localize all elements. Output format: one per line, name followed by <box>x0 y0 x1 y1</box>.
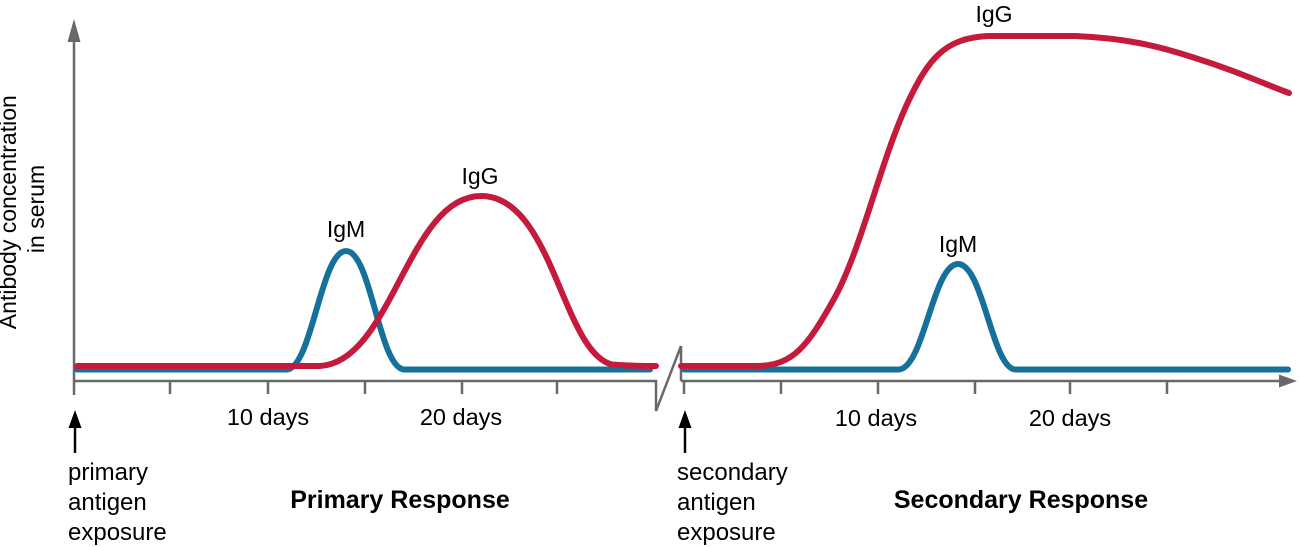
igm-label-secondary: IgM <box>939 231 977 257</box>
secondary-exposure-label: secondary antigen exposure <box>677 459 794 546</box>
panel-title-secondary: Secondary Response <box>894 486 1148 514</box>
secondary-exposure-line2: antigen <box>677 489 756 516</box>
igm-curve-primary <box>74 248 653 373</box>
secondary-exposure-line1: secondary <box>677 459 788 486</box>
axis-break-slash <box>654 345 683 412</box>
igm-label-primary: IgM <box>327 216 365 242</box>
igm-curve-secondary <box>681 261 1291 373</box>
panel-title-primary: Primary Response <box>290 486 510 514</box>
igg-curve-primary <box>74 193 659 369</box>
x-tick-label-20-days-primary: 20 days <box>420 404 502 430</box>
y-axis-label-line2: in serum <box>23 165 49 253</box>
up-arrow-icon <box>678 410 692 428</box>
igg-curve-secondary <box>678 33 1292 369</box>
x-tick-label-20-days-secondary: 20 days <box>1029 405 1111 431</box>
x-tick-label-10-days-secondary: 10 days <box>835 405 917 431</box>
primary-exposure-line1: primary <box>68 459 148 486</box>
x-tick-label-10-days-primary: 10 days <box>227 404 309 430</box>
y-axis-arrowhead-icon <box>67 19 81 42</box>
primary-exposure-arrow <box>68 410 82 453</box>
y-axis-label-line1: Antibody concentration <box>0 95 21 329</box>
igg-label-primary: IgG <box>461 163 498 189</box>
primary-exposure-line2: antigen <box>68 489 147 516</box>
primary-exposure-line3: exposure <box>68 519 167 546</box>
primary-exposure-label: primary antigen exposure <box>68 459 167 546</box>
x-axis-arrowhead-icon <box>1279 374 1297 388</box>
igg-label-secondary: IgG <box>975 1 1012 27</box>
secondary-exposure-arrow <box>678 410 692 453</box>
up-arrow-icon <box>68 410 82 428</box>
y-axis-label: Antibody concentration in serum <box>0 89 49 329</box>
secondary-exposure-line3: exposure <box>677 519 776 546</box>
